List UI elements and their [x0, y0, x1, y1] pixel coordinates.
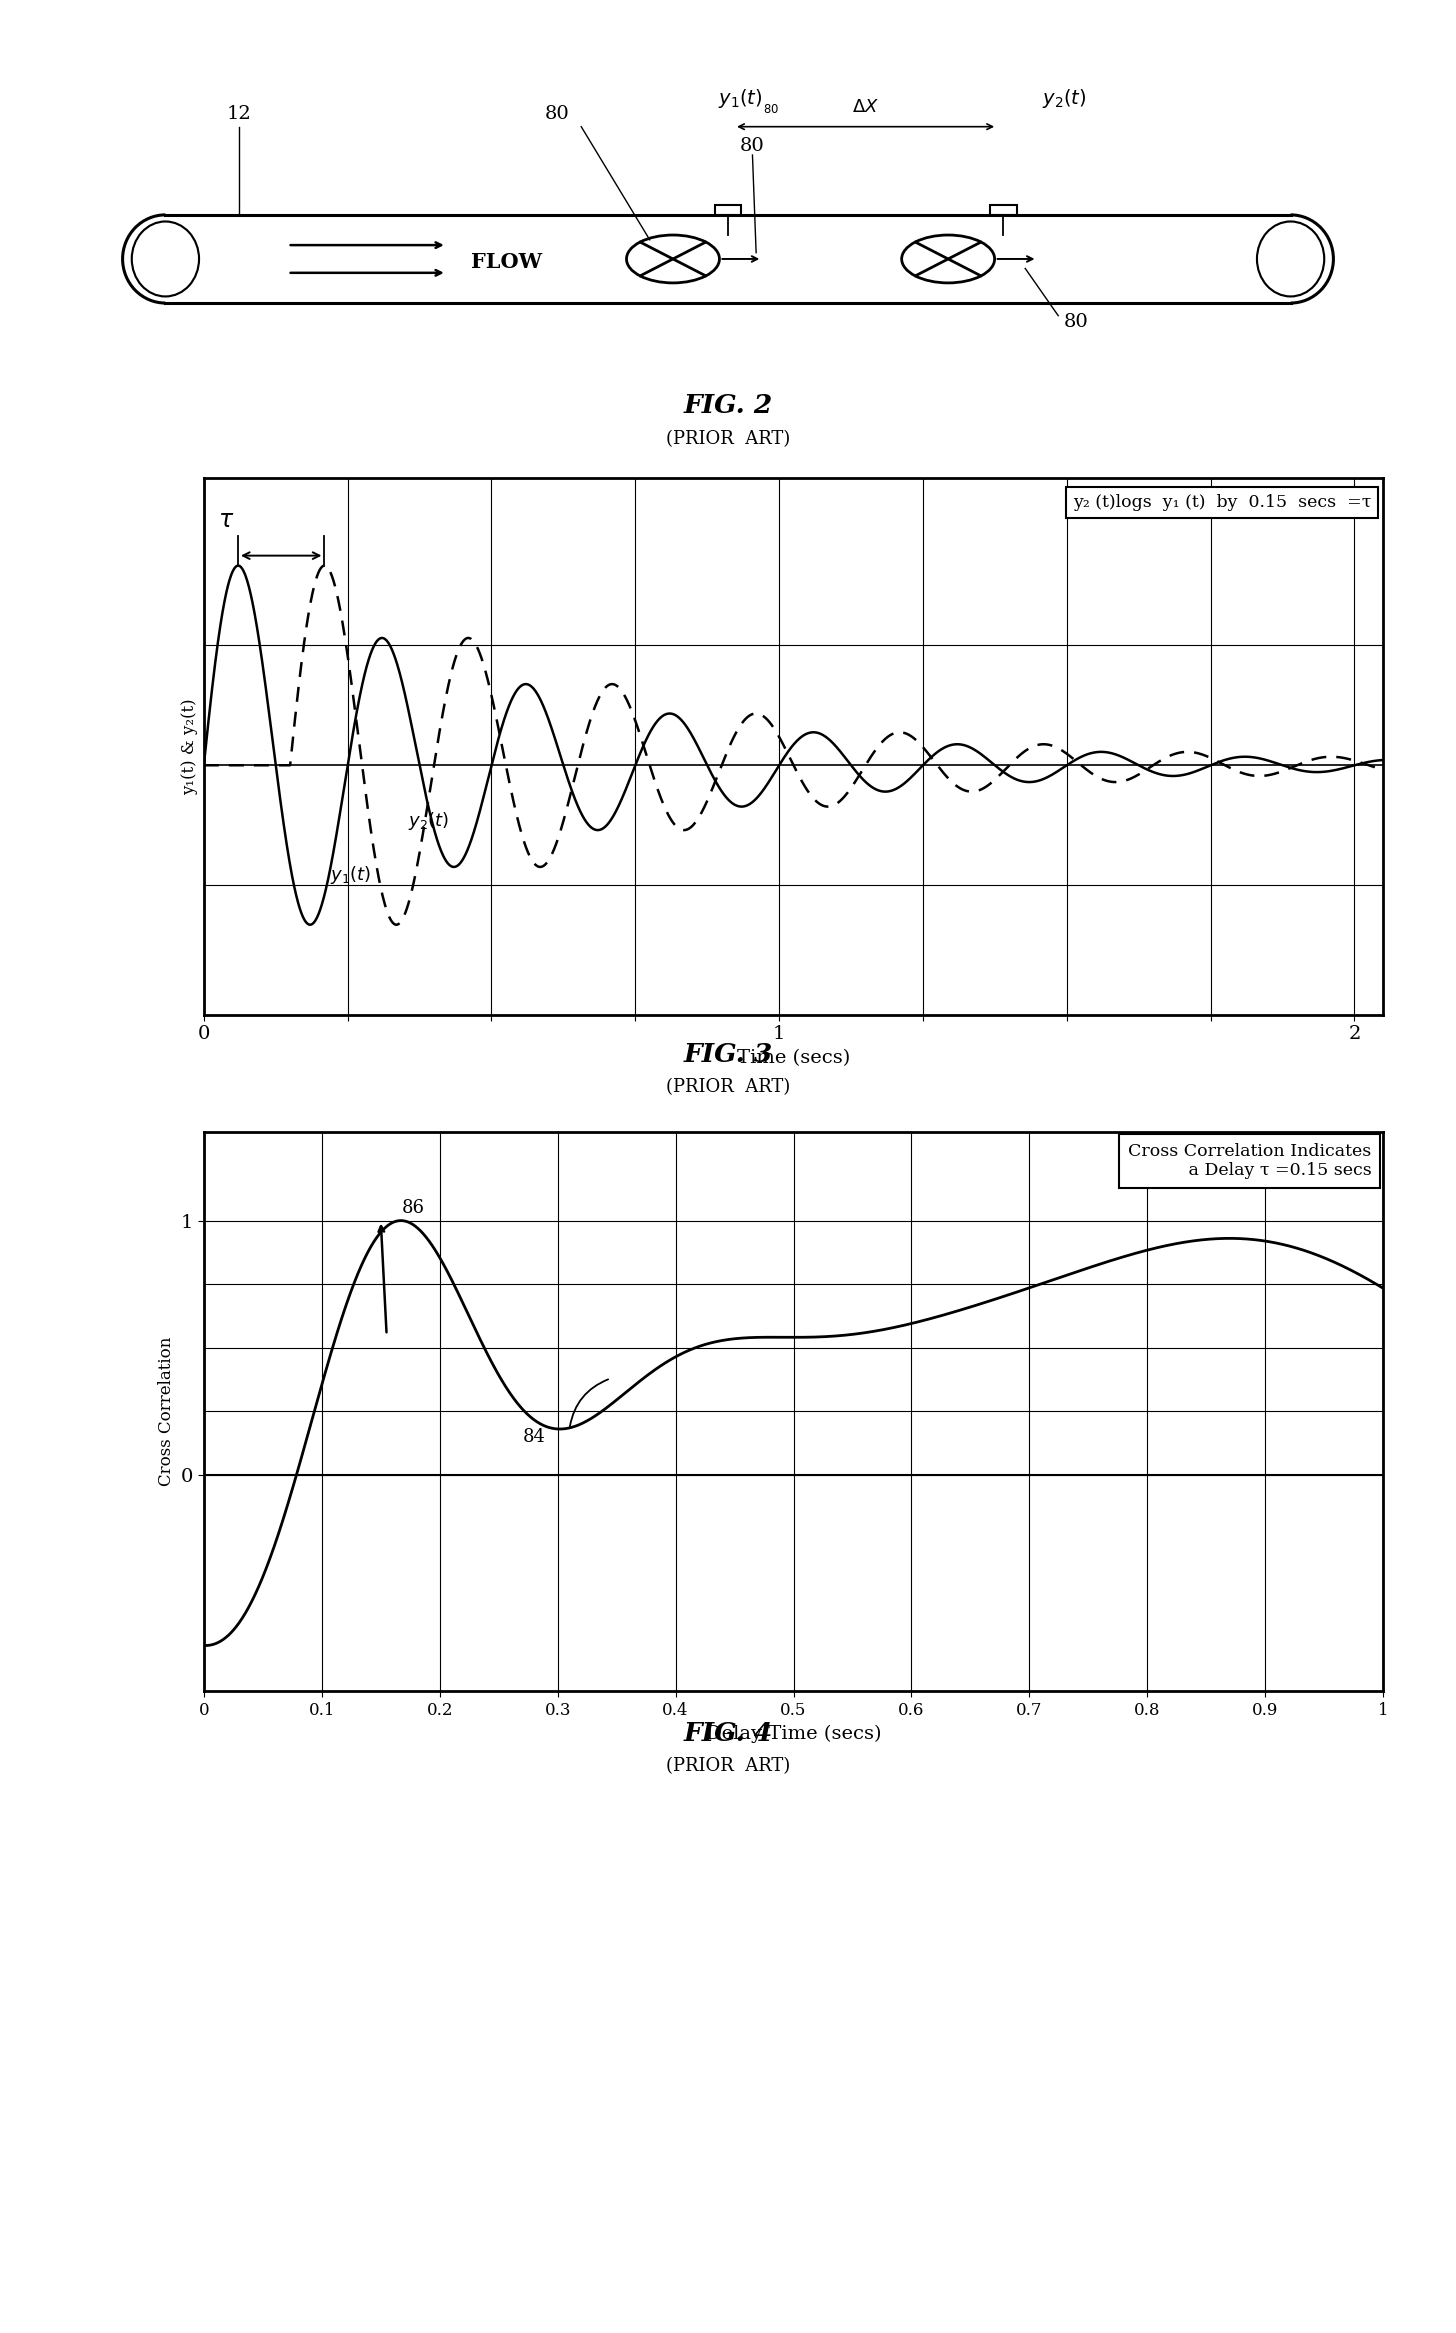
X-axis label: Time (secs): Time (secs)	[737, 1050, 850, 1066]
Text: FIG. 4: FIG. 4	[683, 1722, 773, 1745]
Text: FIG. 2: FIG. 2	[683, 394, 773, 418]
Y-axis label: Cross Correlation: Cross Correlation	[159, 1337, 176, 1486]
Text: 80: 80	[545, 105, 569, 124]
Text: 12: 12	[227, 105, 250, 124]
X-axis label: Delay Time (secs): Delay Time (secs)	[706, 1724, 881, 1743]
Text: FIG. 3: FIG. 3	[683, 1043, 773, 1066]
Text: (PRIOR  ART): (PRIOR ART)	[665, 1757, 791, 1775]
Text: 84: 84	[523, 1428, 546, 1446]
Text: $\Delta X$: $\Delta X$	[852, 98, 879, 117]
Text: FLOW: FLOW	[472, 252, 542, 273]
Bar	[715, 205, 741, 215]
Text: (PRIOR  ART): (PRIOR ART)	[665, 429, 791, 448]
Text: $^{80}$: $^{80}$	[763, 105, 779, 124]
Text: 80: 80	[740, 138, 764, 154]
Y-axis label: y₁(t) & y₂(t): y₁(t) & y₂(t)	[182, 698, 198, 796]
Bar	[990, 205, 1016, 215]
Text: 80: 80	[1064, 313, 1089, 331]
Text: $y_1(t)$: $y_1(t)$	[718, 86, 763, 110]
Text: 86: 86	[402, 1199, 425, 1218]
Text: $y_1 (t)$: $y_1 (t)$	[331, 863, 371, 887]
Text: (PRIOR  ART): (PRIOR ART)	[665, 1078, 791, 1097]
Text: $y_2(t)$: $y_2(t)$	[1042, 86, 1086, 110]
Text: y₂ (t)logs  y₁ (t)  by  0.15  secs  =τ: y₂ (t)logs y₁ (t) by 0.15 secs =τ	[1073, 495, 1372, 511]
Text: Cross Correlation Indicates
 a Delay τ =0.15 secs: Cross Correlation Indicates a Delay τ =0…	[1128, 1143, 1372, 1178]
Text: $y_2 (t)$: $y_2 (t)$	[408, 810, 448, 833]
Text: $\tau$: $\tau$	[218, 509, 234, 532]
